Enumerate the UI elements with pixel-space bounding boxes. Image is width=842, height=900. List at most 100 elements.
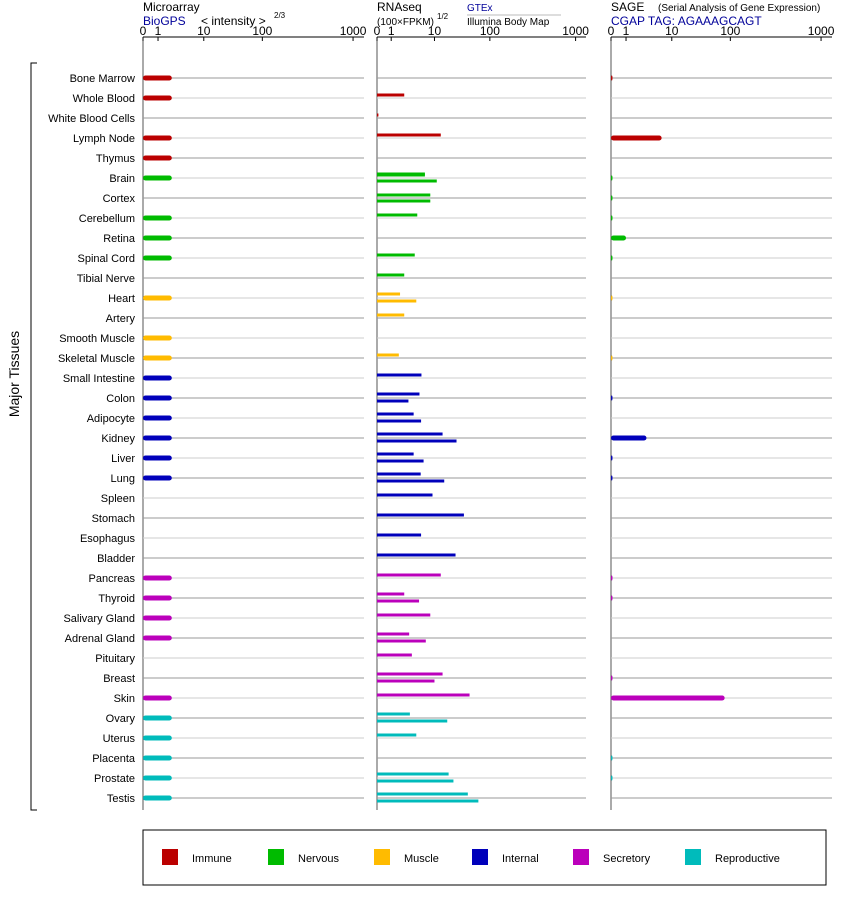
micro-tick-label: 10 bbox=[197, 24, 211, 38]
rnaseq-bar bbox=[377, 113, 379, 117]
rnaseq-unit-exponent: 1/2 bbox=[437, 12, 449, 21]
rnaseq-bar bbox=[377, 412, 414, 416]
sage-bar bbox=[611, 295, 613, 301]
microarray-bar bbox=[143, 355, 172, 361]
microarray-scale-label: < intensity > bbox=[201, 14, 266, 28]
rnaseq-bar bbox=[377, 733, 417, 737]
microarray-bar bbox=[143, 235, 172, 241]
sage-tick-label: 0 bbox=[608, 24, 615, 38]
rnaseq-bar bbox=[377, 439, 457, 443]
rnaseq-bar bbox=[377, 573, 441, 577]
rnaseq-bar bbox=[377, 479, 445, 483]
sage-bar bbox=[611, 455, 613, 461]
rnaseq-title: RNAseq bbox=[377, 0, 422, 14]
sage-bar bbox=[611, 755, 613, 761]
legend-label-internal: Internal bbox=[502, 853, 539, 865]
legend-box bbox=[142, 829, 827, 886]
rnaseq-bar bbox=[377, 632, 410, 636]
rnaseq-bar bbox=[377, 459, 424, 463]
rnaseq-bar bbox=[377, 553, 456, 557]
tissue-label: Stomach bbox=[92, 513, 135, 525]
rnaseq-bar bbox=[377, 613, 431, 617]
microarray-scale-exponent: 2/3 bbox=[274, 11, 286, 20]
micro-tick-label: 0 bbox=[140, 24, 147, 38]
rnaseq-bar bbox=[377, 472, 421, 476]
tissue-label: Small Intestine bbox=[63, 373, 135, 385]
rnaseq-bar bbox=[377, 199, 431, 203]
tissue-label: Thyroid bbox=[98, 593, 135, 605]
legend-swatch-secretory bbox=[573, 849, 589, 865]
rnaseq-bar bbox=[377, 679, 435, 683]
microarray-title: Microarray bbox=[143, 0, 200, 14]
microarray-bar bbox=[143, 175, 172, 181]
rnaseq-bar bbox=[377, 273, 405, 277]
rnaseq-source-gtex: GTEx bbox=[467, 3, 493, 14]
microarray-bar bbox=[143, 755, 172, 761]
tissue-label: Heart bbox=[108, 293, 135, 305]
rnaseq-bar bbox=[377, 693, 470, 697]
sage-bar bbox=[611, 775, 613, 781]
microarray-bar bbox=[143, 135, 172, 141]
sage-bar bbox=[611, 675, 613, 681]
rnaseq-bar bbox=[377, 792, 468, 796]
microarray-bar bbox=[143, 695, 172, 701]
rnaseq-bar bbox=[377, 779, 454, 783]
legend-label-nervous: Nervous bbox=[298, 853, 339, 865]
rnaseq-bar bbox=[377, 193, 431, 197]
sage-bar bbox=[611, 475, 613, 481]
rnaseq-bar bbox=[377, 719, 448, 723]
sage-tag: CGAP TAG: AGAAAGCAGT bbox=[611, 14, 762, 28]
legend-swatch-nervous bbox=[268, 849, 284, 865]
tissue-label: Prostate bbox=[94, 773, 135, 785]
sage-bar bbox=[611, 215, 613, 221]
legend-label-reproductive: Reproductive bbox=[715, 853, 780, 865]
microarray-bar bbox=[143, 475, 172, 481]
tissue-label: Whole Blood bbox=[73, 93, 135, 105]
tissue-label: Skeletal Muscle bbox=[58, 353, 135, 365]
rnaseq-source-illumina: Illumina Body Map bbox=[467, 17, 550, 28]
rnaseq-unit: (100×FPKM) bbox=[377, 17, 434, 28]
rnaseq-bar bbox=[377, 599, 420, 603]
rnaseq-bar bbox=[377, 253, 415, 257]
rnaseq-bar bbox=[377, 353, 399, 357]
microarray-bar bbox=[143, 455, 172, 461]
sage-tick-label: 10 bbox=[665, 24, 679, 38]
microarray-bar bbox=[143, 395, 172, 401]
microarray-bar bbox=[143, 715, 172, 721]
tissue-label: Brain bbox=[109, 173, 135, 185]
microarray-bar bbox=[143, 255, 172, 261]
microarray-bar bbox=[143, 295, 172, 301]
rnaseq-bar bbox=[377, 672, 443, 676]
tissue-label: Pancreas bbox=[89, 573, 136, 585]
microarray-bar bbox=[143, 415, 172, 421]
rnaseq-bar bbox=[377, 712, 410, 716]
rnaseq-bar bbox=[377, 799, 479, 803]
tissue-label: Salivary Gland bbox=[63, 613, 135, 625]
rnaseq-bar bbox=[377, 392, 420, 396]
tissue-label: Adipocyte bbox=[87, 413, 135, 425]
sage-subtitle: (Serial Analysis of Gene Expression) bbox=[658, 3, 820, 14]
rnaseq-bar bbox=[377, 452, 414, 456]
tissue-label: Tibial Nerve bbox=[77, 273, 135, 285]
microarray-bar bbox=[143, 95, 172, 101]
y-group-label: Major Tissues bbox=[6, 331, 22, 417]
tissue-label: Ovary bbox=[106, 713, 136, 725]
rnaseq-bar bbox=[377, 173, 425, 177]
microarray-bar bbox=[143, 375, 172, 381]
tissue-label: Artery bbox=[106, 313, 136, 325]
tissue-label: Bladder bbox=[97, 553, 135, 565]
microarray-bar bbox=[143, 155, 172, 161]
rnaseq-bar bbox=[377, 399, 409, 403]
micro-tick-label: 100 bbox=[252, 24, 272, 38]
microarray-bar bbox=[143, 335, 172, 341]
rna-tick-label: 1000 bbox=[562, 24, 589, 38]
microarray-bar bbox=[143, 595, 172, 601]
legend-label-muscle: Muscle bbox=[404, 853, 439, 865]
sage-bar bbox=[611, 355, 613, 361]
microarray-bar bbox=[143, 215, 172, 221]
tissue-label: Placenta bbox=[92, 753, 136, 765]
rnaseq-bar bbox=[377, 133, 441, 137]
rnaseq-bar bbox=[377, 313, 405, 317]
legend-swatch-muscle bbox=[374, 849, 390, 865]
microarray-bar bbox=[143, 575, 172, 581]
